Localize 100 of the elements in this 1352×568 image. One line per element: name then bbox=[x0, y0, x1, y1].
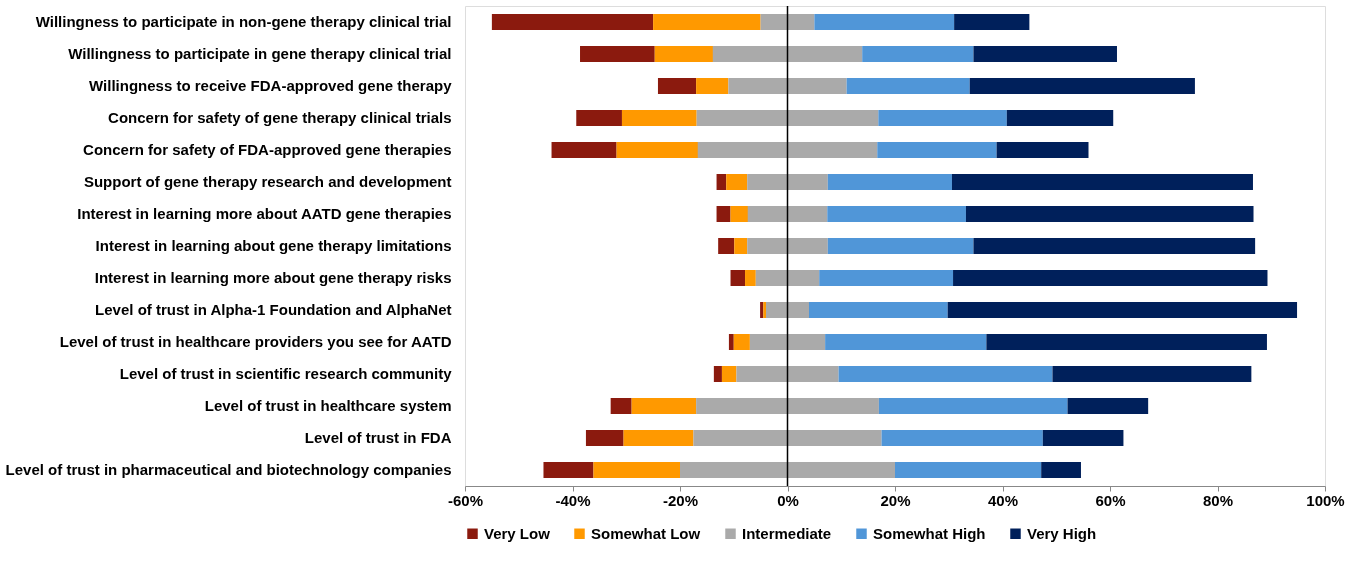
y-tick-label: Willingness to participate in non-gene therapy clinical trial bbox=[35, 13, 452, 30]
y-tick-label: Concern for safety of gene therapy clinical trials bbox=[108, 109, 452, 126]
legend-label: Somewhat Low bbox=[591, 524, 701, 542]
bar bbox=[745, 270, 756, 286]
x-tick-label: -20% bbox=[662, 491, 699, 509]
bar bbox=[621, 110, 697, 126]
bar bbox=[809, 302, 948, 318]
bar bbox=[718, 238, 735, 254]
x-tick-label: 0% bbox=[777, 491, 799, 509]
bar bbox=[996, 142, 1089, 158]
bar bbox=[951, 174, 1253, 190]
bar bbox=[862, 46, 974, 62]
bar bbox=[827, 174, 952, 190]
bar bbox=[728, 78, 847, 94]
bar bbox=[734, 238, 748, 254]
x-tick-label: -60% bbox=[447, 491, 484, 509]
bar bbox=[747, 206, 828, 222]
bar bbox=[973, 238, 1256, 254]
bar bbox=[877, 142, 997, 158]
bar bbox=[623, 430, 694, 446]
bar bbox=[947, 302, 1298, 318]
bar bbox=[576, 110, 622, 126]
legend-label: Very High bbox=[1027, 524, 1097, 542]
y-tick-label: Level of trust in healthcare providers you see for AATD bbox=[59, 333, 452, 350]
bar bbox=[713, 366, 722, 382]
y-tick-label: Level of trust in scientific research community bbox=[119, 365, 453, 382]
y-tick-label: Level of trust in Alpha-1 Foundation and AlphaNet bbox=[95, 301, 452, 318]
bar bbox=[846, 78, 970, 94]
bar bbox=[755, 270, 820, 286]
bar bbox=[593, 462, 680, 478]
bar bbox=[696, 398, 879, 414]
bar bbox=[585, 430, 624, 446]
bar bbox=[693, 430, 882, 446]
bar bbox=[1042, 430, 1124, 446]
bar bbox=[969, 78, 1195, 94]
bar bbox=[696, 110, 879, 126]
bar bbox=[726, 174, 748, 190]
bar bbox=[825, 334, 987, 350]
y-tick-label: Willingness to receive FDA-approved gene therapy bbox=[89, 77, 453, 94]
y-tick-label: Level of trust in healthcare system bbox=[204, 397, 452, 414]
bar bbox=[716, 206, 731, 222]
bar bbox=[819, 270, 954, 286]
bar bbox=[654, 46, 714, 62]
y-tick-label: Concern for safety of FDA-approved gene therapies bbox=[83, 141, 452, 158]
legend-label: Very Low bbox=[484, 524, 551, 542]
bar bbox=[1041, 462, 1081, 478]
bar bbox=[895, 462, 1042, 478]
bar bbox=[543, 462, 594, 478]
bar bbox=[986, 334, 1267, 350]
bar bbox=[610, 398, 632, 414]
bar bbox=[551, 142, 617, 158]
y-tick-label: Support of gene therapy research and development bbox=[83, 173, 452, 190]
bar bbox=[1006, 110, 1114, 126]
y-tick-label: Interest in learning more about AATD gene therapies bbox=[77, 205, 452, 222]
bar bbox=[657, 78, 697, 94]
bar bbox=[881, 430, 1043, 446]
bar bbox=[730, 270, 746, 286]
legend-label: Intermediate bbox=[742, 524, 832, 542]
x-tick-label: 20% bbox=[880, 491, 911, 509]
bar bbox=[721, 366, 737, 382]
y-tick-label: Level of trust in FDA bbox=[304, 429, 452, 446]
bar bbox=[580, 46, 655, 62]
bar bbox=[728, 334, 734, 350]
bar bbox=[766, 302, 809, 318]
bar bbox=[730, 206, 749, 222]
bar bbox=[616, 142, 699, 158]
bar bbox=[965, 206, 1254, 222]
bar bbox=[747, 238, 828, 254]
bar bbox=[954, 14, 1030, 30]
x-tick-label: -40% bbox=[555, 491, 591, 509]
y-tick-label: Level of trust in pharmaceutical and biotechnology companies bbox=[5, 461, 452, 478]
bar bbox=[760, 14, 815, 30]
bar bbox=[696, 78, 729, 94]
bar bbox=[716, 174, 727, 190]
bar bbox=[827, 238, 974, 254]
bar bbox=[838, 366, 1053, 382]
y-tick-label: Interest in learning about gene therapy limitations bbox=[95, 237, 452, 254]
bar bbox=[749, 334, 826, 350]
x-tick-label: 100% bbox=[1306, 491, 1345, 509]
x-tick-label: 40% bbox=[987, 491, 1019, 509]
bar bbox=[653, 14, 761, 30]
bar bbox=[878, 398, 1068, 414]
bar bbox=[827, 206, 966, 222]
bar bbox=[1067, 398, 1149, 414]
legend-label: Somewhat High bbox=[873, 524, 986, 542]
bar bbox=[733, 334, 750, 350]
bar bbox=[878, 110, 1007, 126]
bar bbox=[736, 366, 839, 382]
x-tick-label: 80% bbox=[1202, 491, 1234, 509]
x-tick-label: 60% bbox=[1095, 491, 1126, 509]
bar bbox=[1052, 366, 1252, 382]
bar bbox=[973, 46, 1117, 62]
bar bbox=[747, 174, 828, 190]
bar bbox=[680, 462, 895, 478]
bar bbox=[631, 398, 697, 414]
y-tick-label: Willingness to participate in gene therapy clinical trial bbox=[68, 45, 452, 62]
bar bbox=[712, 46, 863, 62]
bar bbox=[697, 142, 878, 158]
bar bbox=[814, 14, 955, 30]
bar bbox=[953, 270, 1268, 286]
